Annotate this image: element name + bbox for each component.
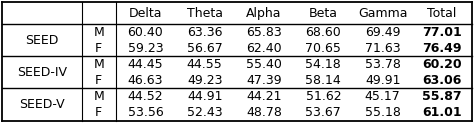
Text: F: F — [95, 74, 102, 87]
Text: 55.18: 55.18 — [365, 106, 401, 119]
Text: 71.63: 71.63 — [365, 42, 401, 55]
Text: 44.91: 44.91 — [187, 90, 222, 103]
Text: 56.67: 56.67 — [187, 42, 223, 55]
Text: Beta: Beta — [309, 7, 338, 20]
Text: SEED-IV: SEED-IV — [17, 66, 67, 79]
Text: 53.67: 53.67 — [305, 106, 341, 119]
Text: M: M — [93, 26, 104, 38]
Text: 70.65: 70.65 — [305, 42, 341, 55]
Text: F: F — [95, 42, 102, 55]
Text: 69.49: 69.49 — [365, 26, 401, 38]
Text: 58.14: 58.14 — [305, 74, 341, 87]
Text: 45.17: 45.17 — [365, 90, 401, 103]
Text: Delta: Delta — [128, 7, 162, 20]
Text: 48.78: 48.78 — [246, 106, 282, 119]
Text: SEED-V: SEED-V — [19, 98, 65, 111]
Text: Theta: Theta — [187, 7, 223, 20]
Text: 47.39: 47.39 — [246, 74, 282, 87]
Text: 76.49: 76.49 — [422, 42, 462, 55]
Text: 44.45: 44.45 — [128, 58, 163, 71]
Text: 44.55: 44.55 — [187, 58, 223, 71]
Text: 54.18: 54.18 — [305, 58, 341, 71]
Text: 60.40: 60.40 — [128, 26, 163, 38]
Text: SEED: SEED — [25, 34, 59, 47]
Text: 51.62: 51.62 — [306, 90, 341, 103]
Text: 77.01: 77.01 — [422, 26, 462, 38]
Text: 63.36: 63.36 — [187, 26, 222, 38]
Text: M: M — [93, 58, 104, 71]
Text: 59.23: 59.23 — [128, 42, 163, 55]
Text: 61.01: 61.01 — [422, 106, 462, 119]
Text: 62.40: 62.40 — [246, 42, 282, 55]
Text: 55.40: 55.40 — [246, 58, 282, 71]
Text: 49.91: 49.91 — [365, 74, 401, 87]
Text: 44.52: 44.52 — [128, 90, 163, 103]
Text: 53.78: 53.78 — [365, 58, 401, 71]
Text: Alpha: Alpha — [246, 7, 282, 20]
Text: 49.23: 49.23 — [187, 74, 222, 87]
Text: 55.87: 55.87 — [422, 90, 462, 103]
Text: Total: Total — [427, 7, 456, 20]
Text: 44.21: 44.21 — [246, 90, 282, 103]
Text: M: M — [93, 90, 104, 103]
Text: 68.60: 68.60 — [305, 26, 341, 38]
Text: 53.56: 53.56 — [128, 106, 163, 119]
Text: Gamma: Gamma — [358, 7, 407, 20]
Text: 52.43: 52.43 — [187, 106, 222, 119]
Text: 63.06: 63.06 — [422, 74, 462, 87]
Text: 60.20: 60.20 — [422, 58, 462, 71]
Text: 65.83: 65.83 — [246, 26, 282, 38]
Text: F: F — [95, 106, 102, 119]
Text: 46.63: 46.63 — [128, 74, 163, 87]
